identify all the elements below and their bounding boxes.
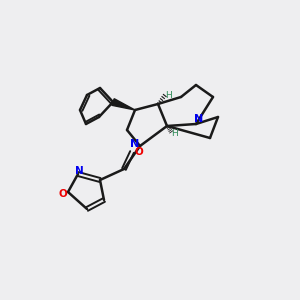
Text: O: O bbox=[58, 189, 68, 199]
Text: N: N bbox=[75, 166, 83, 176]
Text: N: N bbox=[130, 139, 140, 149]
Polygon shape bbox=[112, 99, 135, 110]
Text: O: O bbox=[135, 147, 143, 157]
Text: H: H bbox=[165, 91, 171, 100]
Text: H: H bbox=[171, 128, 177, 137]
Text: N: N bbox=[194, 114, 204, 124]
